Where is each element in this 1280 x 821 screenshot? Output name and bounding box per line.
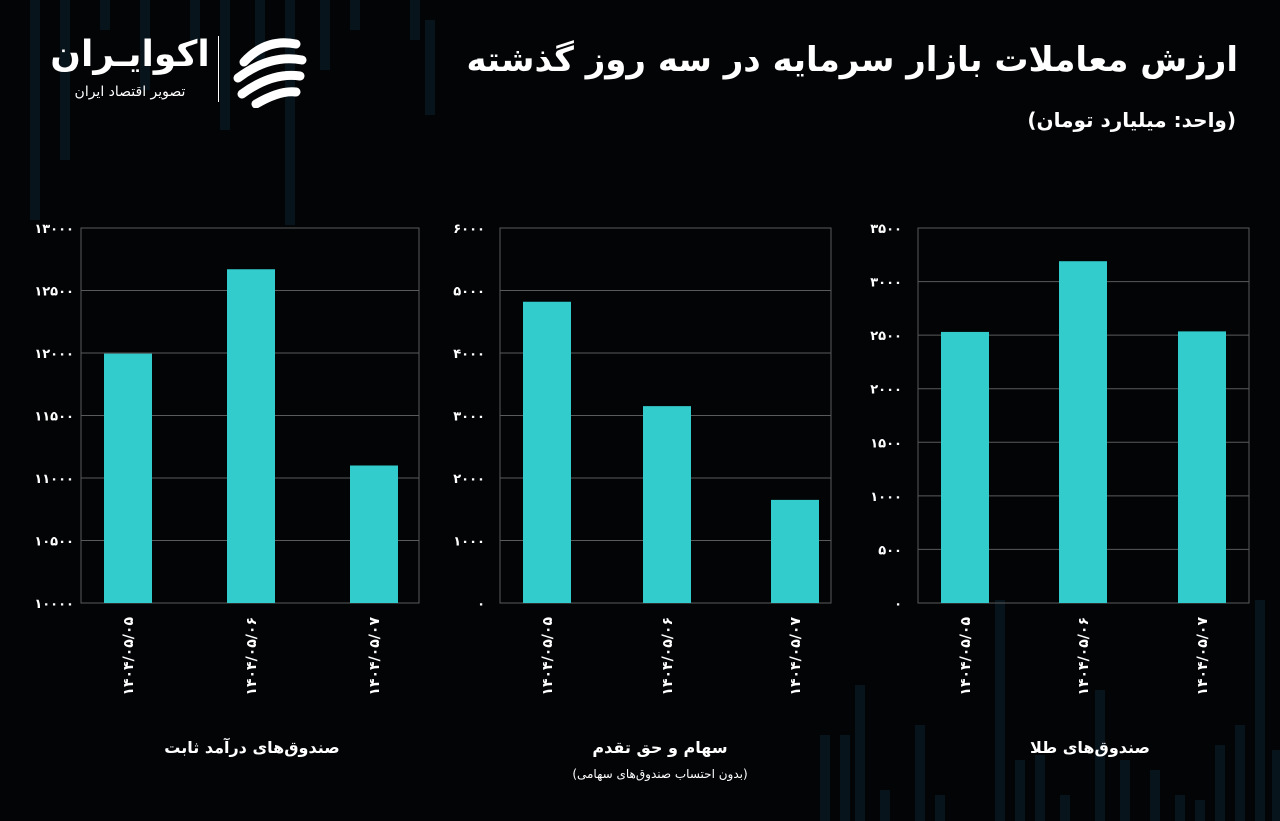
- y-tick-label: ۱۱۵۰۰: [34, 410, 74, 425]
- logo-divider: [218, 36, 219, 102]
- y-tick-label: ۱۱۰۰۰: [34, 472, 74, 487]
- background-candle: [255, 0, 265, 60]
- y-tick-label: ۱۰۰۰: [453, 535, 485, 550]
- y-tick-label: ۴۰۰۰: [453, 347, 485, 362]
- chart-title: صندوق‌های طلا: [1030, 738, 1150, 757]
- background-candle: [840, 735, 850, 821]
- background-candle: [935, 795, 945, 821]
- background-candle: [1015, 760, 1025, 821]
- ekoiran-swoosh-logo-icon: [233, 38, 307, 108]
- background-candle: [1272, 750, 1280, 821]
- chart-title: صندوق‌های درآمد ثابت: [164, 737, 339, 757]
- y-tick-label: ۱۰۰۰۰: [34, 597, 74, 612]
- page-title: ارزش معاملات بازار سرمایه در سه روز گذشت…: [466, 40, 1238, 80]
- background-candle: [140, 0, 150, 90]
- background-candle: [855, 685, 865, 821]
- y-tick-label: ۵۰۰۰: [453, 285, 485, 300]
- background-candle: [1255, 600, 1265, 821]
- bar: [1059, 261, 1107, 603]
- y-tick-label: ۱۲۵۰۰: [34, 285, 74, 300]
- y-tick-label: ۲۵۰۰: [870, 329, 902, 344]
- background-candle: [1060, 795, 1070, 821]
- ekoiran-logo: اکوایـران تصویر اقتصاد ایران: [50, 30, 320, 110]
- chart-subtitle: (بدون احتساب صندوق‌های سهامی): [572, 767, 747, 782]
- background-candle: [1195, 800, 1205, 821]
- bar: [104, 353, 152, 603]
- background-candle: [1175, 795, 1185, 821]
- background-candle: [820, 735, 830, 821]
- bar: [1178, 331, 1226, 603]
- background-candle: [995, 600, 1005, 821]
- background-candle: [425, 20, 435, 115]
- y-tick-label: ۳۰۰۰: [870, 276, 902, 291]
- y-tick-label: ۳۵۰۰: [870, 222, 902, 237]
- background-candle: [285, 0, 295, 225]
- x-tick-label: ۱۴۰۴/۰۵/۰۷: [1195, 617, 1211, 696]
- background-candle: [100, 0, 110, 30]
- x-tick-label: ۱۴۰۴/۰۵/۰۵: [540, 617, 556, 696]
- background-candle: [1095, 690, 1105, 821]
- y-tick-label: ۱۲۰۰۰: [34, 347, 74, 362]
- background-candle: [1120, 760, 1130, 821]
- background-candle: [1235, 725, 1245, 821]
- chart-title: سهام و حق تقدم: [592, 738, 727, 757]
- bar: [771, 499, 819, 603]
- x-tick-label: ۱۴۰۴/۰۵/۰۶: [660, 617, 676, 696]
- y-tick-label: ۲۰۰۰: [453, 472, 485, 487]
- x-tick-label: ۱۴۰۴/۰۵/۰۷: [788, 617, 804, 696]
- background-candle: [30, 0, 40, 220]
- bar: [227, 269, 275, 603]
- y-tick-label: ۱۰۰۰: [870, 490, 902, 505]
- x-tick-label: ۱۴۰۴/۰۵/۰۵: [958, 617, 974, 696]
- chart-panel-3: ۰ ۵۰۰ ۱۰۰۰ ۱۵۰۰ ۲۰۰۰ ۲۵۰۰ ۳۰۰۰ ۳۵۰۰ ۱۴۰۴/۰۵/۰۵ ۱۴…: [870, 222, 1250, 757]
- y-tick-label: ۱۰۵۰۰: [34, 535, 74, 550]
- background-candle: [190, 0, 200, 40]
- bar: [941, 331, 989, 603]
- background-candle: [320, 0, 330, 70]
- x-tick-label: ۱۴۰۴/۰۵/۰۵: [121, 617, 137, 696]
- y-tick-label: ۰: [477, 597, 485, 612]
- background-candle: [1150, 770, 1160, 821]
- bar: [350, 465, 398, 603]
- logo-name: اکوایـران: [50, 34, 210, 75]
- unit-label: (واحد: میلیارد تومان): [1027, 108, 1236, 132]
- y-tick-label: ۲۰۰۰: [870, 383, 902, 398]
- background-candle: [410, 0, 420, 40]
- chart-panel-1: ۱۰۰۰۰ ۱۰۵۰۰ ۱۱۰۰۰ ۱۱۵۰۰ ۱۲۰۰۰ ۱۲۵۰۰ ۱۳۰۰۰ ۱۴۰۴/…: [34, 222, 420, 757]
- chart-panel-2: ۰ ۱۰۰۰ ۲۰۰۰ ۳۰۰۰ ۴۰۰۰ ۵۰۰۰ ۶۰۰۰ ۱۴۰۴/۰۵/۰۵ ۱۴۰۴/…: [453, 222, 832, 782]
- background-candle: [1035, 755, 1045, 821]
- background-candle: [350, 0, 360, 30]
- logo-subtitle: تصویر اقتصاد ایران: [74, 84, 186, 100]
- x-tick-label: ۱۴۰۴/۰۵/۰۶: [244, 617, 260, 696]
- y-tick-label: ۵۰۰: [878, 543, 902, 558]
- y-tick-label: ۳۰۰۰: [453, 410, 485, 425]
- background-candle: [1215, 745, 1225, 821]
- y-tick-label: ۶۰۰۰: [453, 222, 485, 237]
- background-candle: [220, 0, 230, 130]
- background-candle: [880, 790, 890, 821]
- background-candle: [60, 0, 70, 160]
- background-candle: [915, 725, 925, 821]
- y-tick-label: ۱۳۰۰۰: [34, 222, 74, 237]
- y-tick-label: ۱۵۰۰: [870, 436, 902, 451]
- y-tick-label: ۰: [894, 597, 902, 612]
- bar: [523, 301, 571, 603]
- x-tick-label: ۱۴۰۴/۰۵/۰۷: [367, 617, 383, 696]
- bar: [643, 406, 691, 603]
- x-tick-label: ۱۴۰۴/۰۵/۰۶: [1076, 617, 1092, 696]
